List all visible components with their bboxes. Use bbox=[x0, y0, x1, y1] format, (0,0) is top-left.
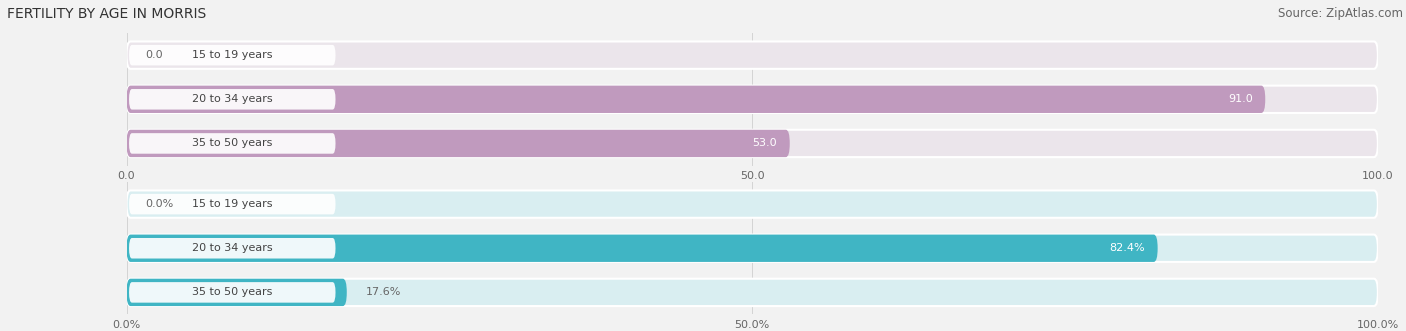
Text: 82.4%: 82.4% bbox=[1109, 243, 1144, 253]
Text: Source: ZipAtlas.com: Source: ZipAtlas.com bbox=[1278, 7, 1403, 20]
FancyBboxPatch shape bbox=[127, 190, 1378, 218]
FancyBboxPatch shape bbox=[129, 238, 336, 259]
Text: FERTILITY BY AGE IN MORRIS: FERTILITY BY AGE IN MORRIS bbox=[7, 7, 207, 21]
FancyBboxPatch shape bbox=[129, 89, 336, 110]
FancyBboxPatch shape bbox=[129, 194, 336, 214]
FancyBboxPatch shape bbox=[127, 235, 1157, 262]
Text: 17.6%: 17.6% bbox=[366, 287, 401, 297]
FancyBboxPatch shape bbox=[129, 282, 336, 303]
Text: 20 to 34 years: 20 to 34 years bbox=[193, 94, 273, 104]
FancyBboxPatch shape bbox=[127, 130, 1378, 157]
Text: 35 to 50 years: 35 to 50 years bbox=[193, 287, 273, 297]
FancyBboxPatch shape bbox=[129, 133, 336, 154]
FancyBboxPatch shape bbox=[127, 41, 1378, 69]
FancyBboxPatch shape bbox=[127, 86, 1265, 113]
FancyBboxPatch shape bbox=[127, 130, 790, 157]
FancyBboxPatch shape bbox=[127, 279, 347, 306]
Text: 35 to 50 years: 35 to 50 years bbox=[193, 138, 273, 148]
Text: 91.0: 91.0 bbox=[1227, 94, 1253, 104]
Text: 53.0: 53.0 bbox=[752, 138, 778, 148]
Text: 0.0: 0.0 bbox=[145, 50, 163, 60]
FancyBboxPatch shape bbox=[127, 279, 1378, 306]
FancyBboxPatch shape bbox=[127, 86, 1378, 113]
FancyBboxPatch shape bbox=[129, 45, 336, 66]
Text: 0.0%: 0.0% bbox=[145, 199, 173, 209]
Text: 15 to 19 years: 15 to 19 years bbox=[193, 50, 273, 60]
Text: 20 to 34 years: 20 to 34 years bbox=[193, 243, 273, 253]
Text: 15 to 19 years: 15 to 19 years bbox=[193, 199, 273, 209]
FancyBboxPatch shape bbox=[127, 235, 1378, 262]
